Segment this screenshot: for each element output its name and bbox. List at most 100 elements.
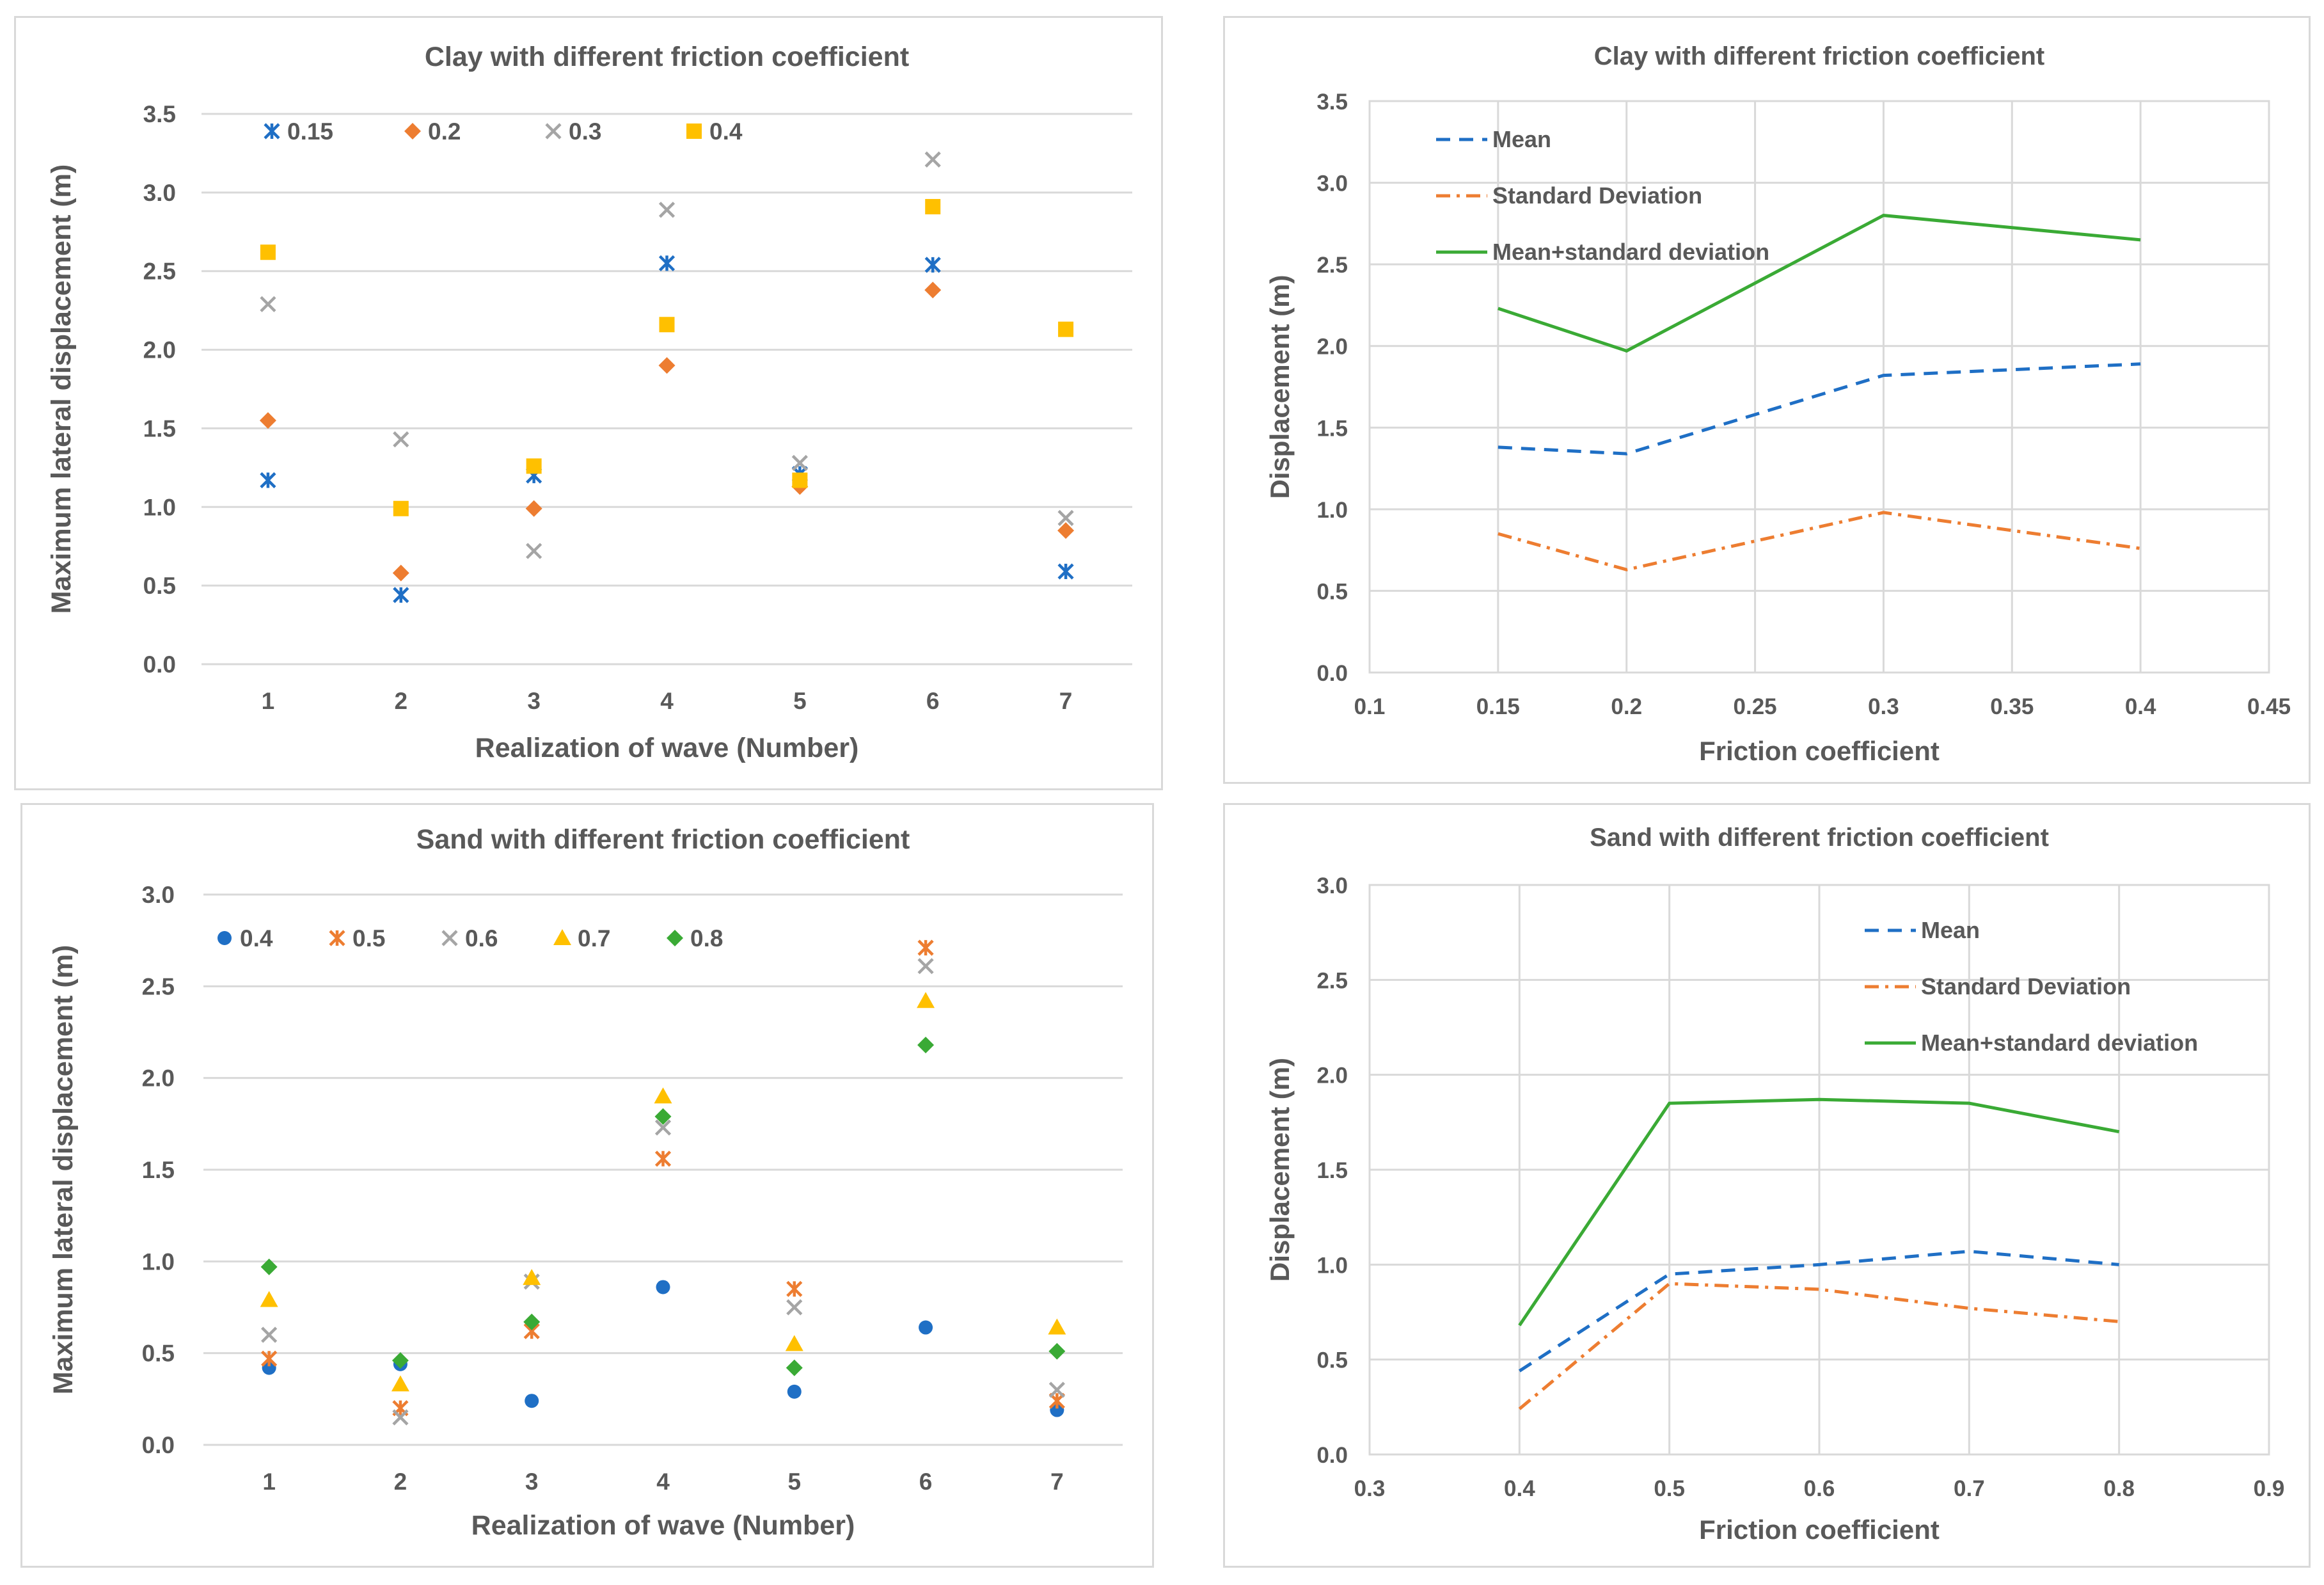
y-tick-label: 3.0	[1316, 171, 1348, 196]
data-point	[658, 255, 676, 272]
data-point	[917, 992, 935, 1008]
series-line-mean-standard-deviation	[1518, 1097, 2120, 1326]
x-tick-label: 0.45	[2247, 694, 2291, 719]
legend-label: Standard Deviation	[1492, 182, 1702, 209]
y-tick-label: 3.5	[143, 101, 176, 127]
chart-panel-sand-line: Sand with different friction coefficient…	[1223, 803, 2311, 1568]
data-point	[792, 472, 808, 488]
legend-marker	[686, 123, 702, 139]
x-tick-label: 5	[787, 1469, 801, 1495]
data-point	[262, 1360, 276, 1375]
data-point	[786, 1280, 803, 1297]
chart-title: Sand with different friction coefficient	[1590, 824, 2049, 852]
y-tick-label: 2.5	[1316, 253, 1348, 278]
y-tick-label: 3.0	[1316, 873, 1348, 898]
x-tick-label: 0.2	[1611, 694, 1642, 719]
x-tick-label: 7	[1059, 688, 1073, 714]
sand-scatter-chart: Sand with different friction coefficient…	[48, 824, 1123, 1541]
x-tick-label: 1	[262, 688, 275, 714]
x-tick-label: 0.8	[2103, 1476, 2135, 1501]
x-axis-title: Friction coefficient	[1699, 736, 1940, 766]
x-tick-label: 1	[262, 1469, 276, 1495]
data-point	[786, 1359, 803, 1376]
data-point	[260, 296, 276, 312]
x-tick-label: 2	[394, 1469, 407, 1495]
data-point	[392, 564, 409, 582]
y-tick-label: 3.0	[143, 180, 176, 206]
data-point	[391, 1352, 409, 1369]
chart-panel-sand-scatter: Sand with different friction coefficient…	[20, 803, 1154, 1568]
x-tick-label: 0.4	[1504, 1476, 1535, 1501]
legend-label: 0.6	[465, 925, 498, 952]
data-point	[654, 1119, 672, 1136]
y-axis-title: Displacement (m)	[1265, 275, 1295, 498]
data-point	[391, 1375, 409, 1392]
data-point	[917, 958, 934, 975]
data-point	[1058, 321, 1074, 337]
y-tick-label: 1.5	[143, 415, 176, 442]
x-tick-label: 2	[394, 688, 407, 714]
y-tick-label: 0.0	[1316, 1443, 1348, 1468]
legend-marker	[404, 123, 421, 139]
legend-label: 0.4	[709, 118, 743, 145]
y-tick-label: 2.5	[142, 973, 175, 1000]
data-point	[393, 500, 409, 516]
legend-label: 0.4	[240, 925, 273, 952]
legend-marker	[441, 930, 458, 946]
data-point	[654, 1151, 672, 1167]
data-point	[523, 1313, 541, 1330]
data-point	[785, 1335, 803, 1351]
data-point	[525, 1394, 539, 1408]
chart-title: Clay with different friction coefficient	[1594, 42, 2045, 70]
legend-label: Standard Deviation	[1921, 973, 2131, 1000]
series-line-mean	[1518, 1250, 2119, 1373]
data-point	[526, 543, 542, 559]
clay-scatter-chart: Clay with different friction coefficient…	[46, 42, 1132, 763]
x-tick-label: 6	[919, 1469, 933, 1495]
y-axis-title: Maximum lateral displacement (m)	[46, 164, 77, 614]
series-0.7	[260, 992, 1066, 1392]
data-point	[917, 1037, 935, 1054]
data-point	[658, 202, 676, 218]
series-line-mean-standard-deviation	[1498, 214, 2141, 353]
y-tick-label: 1.0	[1316, 1253, 1348, 1278]
legend-marker	[667, 930, 683, 946]
series-line-standard-deviation	[1498, 511, 2141, 571]
plot-frame	[1368, 884, 2270, 1456]
legend-label: Mean+standard deviation	[1492, 239, 1769, 265]
y-tick-label: 1.5	[1316, 1158, 1348, 1183]
data-point	[654, 1108, 672, 1125]
data-point	[260, 1291, 278, 1307]
x-tick-label: 6	[926, 688, 940, 714]
chart-title: Sand with different friction coefficient	[416, 824, 910, 855]
x-tick-label: 0.15	[1476, 694, 1520, 719]
data-point	[523, 1269, 541, 1286]
y-tick-label: 0.0	[143, 651, 176, 678]
series-0.3	[260, 151, 1074, 559]
x-tick-label: 0.1	[1354, 694, 1386, 719]
data-point	[919, 1320, 933, 1335]
data-point	[925, 198, 941, 214]
y-tick-label: 3.5	[1316, 90, 1348, 115]
x-tick-label: 3	[525, 1469, 539, 1495]
data-point	[1057, 522, 1075, 539]
legend-label: Mean	[1492, 126, 1551, 152]
x-tick-label: 4	[656, 1469, 670, 1495]
chart-panel-clay-scatter: Clay with different friction coefficient…	[14, 16, 1163, 790]
data-point	[1048, 1342, 1066, 1360]
data-point	[393, 431, 409, 448]
data-point	[924, 282, 942, 299]
x-tick-label: 0.4	[2125, 694, 2156, 719]
data-point	[1048, 1318, 1066, 1335]
y-axis-title: Displacement (m)	[1265, 1058, 1295, 1282]
x-tick-label: 3	[527, 688, 541, 714]
legend-label: 0.8	[690, 925, 723, 952]
x-tick-label: 0.6	[1804, 1476, 1835, 1501]
legend-marker	[553, 929, 571, 945]
y-tick-label: 0.5	[143, 573, 176, 599]
data-point	[924, 151, 941, 168]
y-tick-label: 2.5	[1316, 968, 1348, 993]
x-tick-label: 4	[660, 688, 674, 714]
data-point	[1057, 563, 1074, 580]
y-tick-label: 0.5	[142, 1341, 175, 1367]
